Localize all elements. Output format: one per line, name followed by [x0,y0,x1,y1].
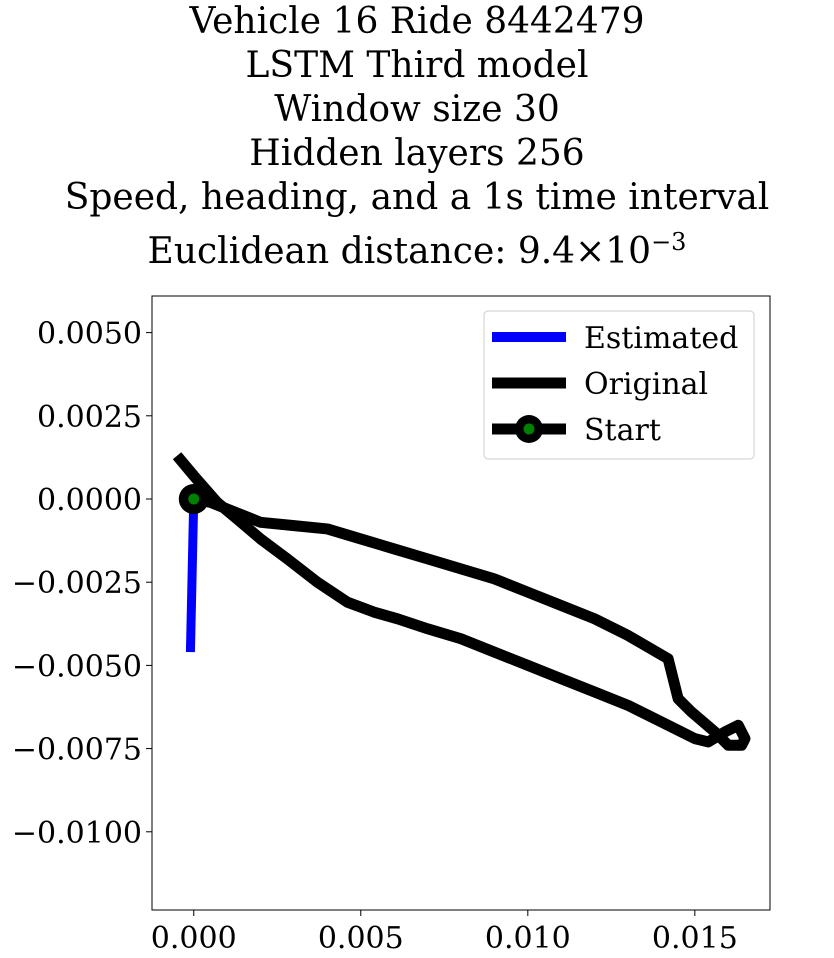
x-tick-label: 0.000 [151,921,237,956]
title-line-1: Vehicle 16 Ride 8442479 [189,1,645,42]
legend-start-marker-inner [523,423,535,435]
title-line-6: Euclidean distance: 9.4×10−3 [147,228,687,272]
start-marker-inner [188,493,200,505]
y-tick-label: −0.0025 [12,566,142,601]
chart-title: Vehicle 16 Ride 8442479 LSTM Third model… [0,0,834,274]
plot-frame [151,295,771,911]
title-exponent: −3 [651,228,687,256]
y-axis: 0.0050 0.0025 0.0000 −0.0025 −0.0050 −0.0075 −… [12,317,152,851]
x-axis: 0.000 0.005 0.010 0.015 [151,910,738,956]
x-tick-label: 0.005 [318,921,404,956]
title-line-3: Window size 30 [274,89,560,130]
title-line-5: Speed, heading, and a 1s time interval [64,177,770,218]
legend-box [483,310,755,460]
legend-label: Estimated [584,321,738,356]
legend-label: Start [584,413,661,448]
series-layer [172,452,751,751]
series-original-line [172,452,751,751]
title-line-4: Hidden layers 256 [249,133,585,174]
x-tick-label: 0.010 [485,921,571,956]
y-tick-label: −0.0075 [12,733,142,768]
title-line-2: LSTM Third model [245,45,589,86]
y-tick-label: 0.0000 [37,483,142,518]
y-tick-label: −0.0050 [12,649,142,684]
legend: Estimated Original Start [483,310,755,460]
series-estimated-line [185,498,199,653]
x-tick-label: 0.015 [652,921,738,956]
y-tick-label: −0.0100 [12,816,142,851]
y-tick-label: 0.0025 [37,400,142,435]
y-tick-label: 0.0050 [37,317,142,352]
legend-label: Original [584,367,708,402]
